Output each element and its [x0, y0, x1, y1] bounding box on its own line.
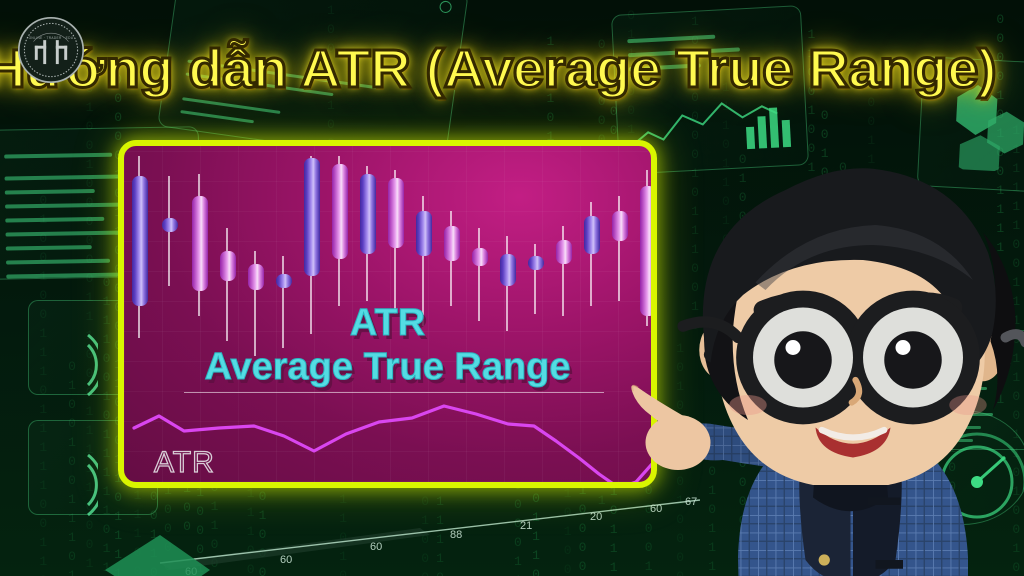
- svg-text:20: 20: [590, 511, 602, 523]
- svg-text:60: 60: [280, 554, 292, 566]
- svg-text:ONLINE · TRADER · EDU: ONLINE · TRADER · EDU: [29, 36, 74, 40]
- svg-text:88: 88: [450, 529, 462, 541]
- svg-text:21: 21: [520, 520, 532, 532]
- svg-text:60: 60: [370, 541, 382, 553]
